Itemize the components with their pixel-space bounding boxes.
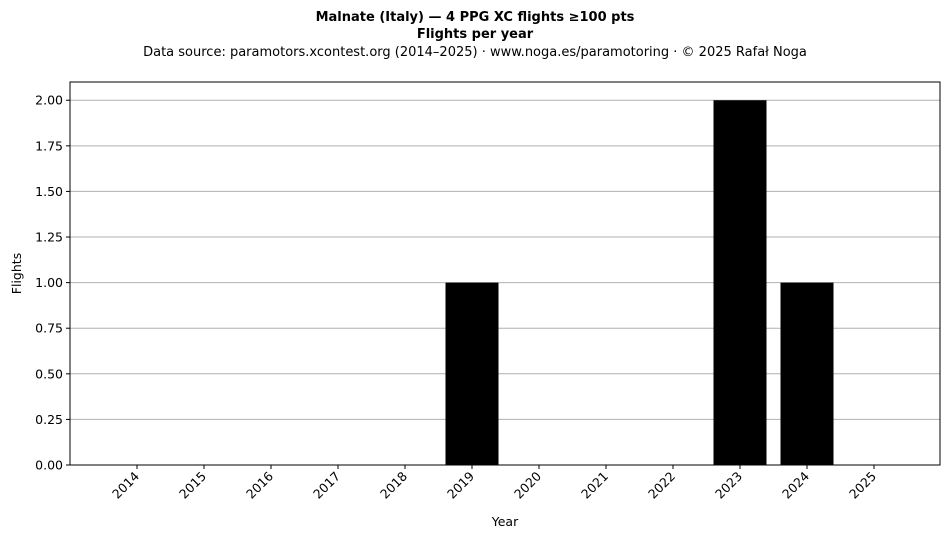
- y-tick-label: 0.75: [35, 321, 63, 336]
- x-tick-label: 2019: [444, 468, 477, 501]
- chart-title: Malnate (Italy) — 4 PPG XC flights ≥100 …: [316, 10, 635, 25]
- chart-subtitle: Data source: paramotors.xcontest.org (20…: [143, 45, 807, 60]
- x-tick-label: 2015: [176, 469, 209, 502]
- y-axis-ticks: 0.00 0.25 0.50 0.75 1.00 1.25 1.50 1.75 2.00: [35, 93, 70, 473]
- plot-frame: [69, 81, 941, 466]
- x-tick-label: 2021: [578, 469, 611, 502]
- bar-2024: [780, 282, 834, 465]
- y-tick-label: 1.00: [35, 275, 63, 290]
- y-tick-label: 2.00: [35, 93, 63, 108]
- x-tick-label: 2016: [243, 468, 276, 501]
- x-tick-label: 2020: [511, 468, 544, 501]
- x-tick-label: 2023: [712, 469, 745, 502]
- x-axis-label: Year: [491, 514, 519, 529]
- x-tick-label: 2024: [779, 468, 812, 501]
- y-axis-label: Flights: [9, 253, 24, 294]
- x-tick-label: 2014: [109, 468, 142, 501]
- y-tick-label: 1.25: [35, 230, 63, 245]
- x-tick-label: 2017: [310, 469, 343, 502]
- bar-2019: [445, 282, 499, 465]
- bar-2023: [713, 100, 767, 465]
- x-tick-label: 2018: [377, 468, 410, 501]
- bars: [445, 100, 834, 465]
- y-tick-label: 0.50: [35, 366, 63, 381]
- y-tick-label: 1.75: [35, 138, 63, 153]
- x-tick-label: 2022: [645, 469, 678, 502]
- chart-title-line2: Flights per year: [417, 27, 534, 42]
- y-tick-label: 1.50: [35, 184, 63, 199]
- x-axis-ticks: 2014 2015 2016 2017 2018 2019 2020 2021 2022 2023…: [109, 465, 879, 502]
- y-tick-label: 0.00: [35, 458, 63, 473]
- y-tick-label: 0.25: [35, 412, 63, 427]
- grid-lines: [70, 99, 940, 466]
- x-tick-label: 2025: [846, 469, 879, 502]
